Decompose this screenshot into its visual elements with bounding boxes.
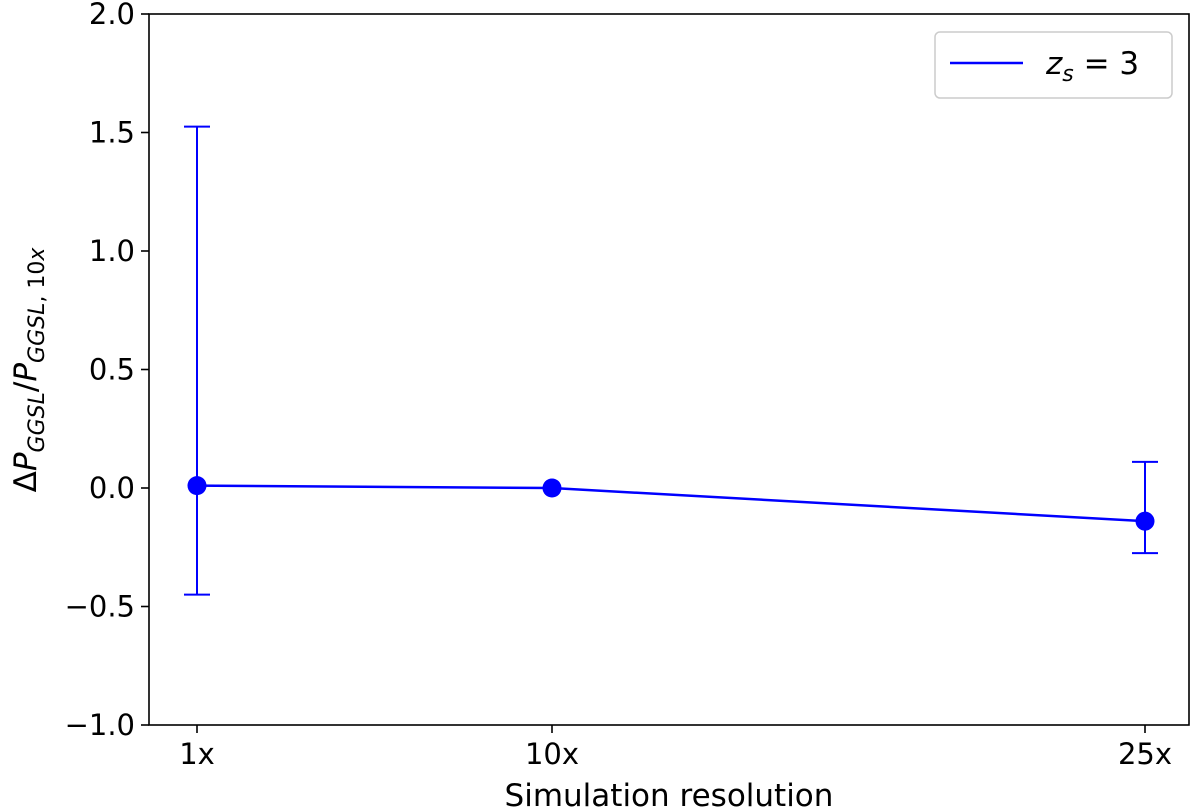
- y-tick-label: 0.0: [89, 471, 135, 505]
- y-tick-label: 2.0: [89, 0, 135, 31]
- legend: zs = 3: [934, 31, 1173, 99]
- y-tick-label: 0.5: [89, 353, 135, 387]
- x-axis-ticks: 1x 10x 25x: [179, 725, 1172, 771]
- series-lines: [196, 484, 1146, 523]
- y-axis-ticks: −1.0 −0.5 0.0 0.5 1.0 1.5 2.0: [65, 0, 149, 742]
- y-axis-label: ΔPGGSL/PGGSL, 10x: [8, 247, 50, 493]
- y-tick-label: 1.5: [89, 116, 135, 150]
- x-tick-label: 10x: [525, 737, 579, 771]
- legend-entry-zs3: zs = 3: [1045, 46, 1139, 87]
- data-point: [542, 478, 562, 498]
- legend-box: [934, 31, 1173, 99]
- data-points: [187, 476, 1155, 531]
- x-tick-label: 25x: [1118, 737, 1172, 771]
- data-point: [187, 476, 207, 496]
- x-axis-label: Simulation resolution: [505, 778, 834, 811]
- error-bars: [184, 125, 1158, 596]
- y-tick-label: −0.5: [65, 590, 135, 624]
- series-line: [196, 484, 1146, 523]
- data-point: [1135, 511, 1155, 531]
- x-tick-label: 1x: [179, 737, 215, 771]
- y-tick-label: −1.0: [65, 708, 135, 742]
- y-tick-label: 1.0: [89, 234, 135, 268]
- plot-frame: [148, 13, 1190, 726]
